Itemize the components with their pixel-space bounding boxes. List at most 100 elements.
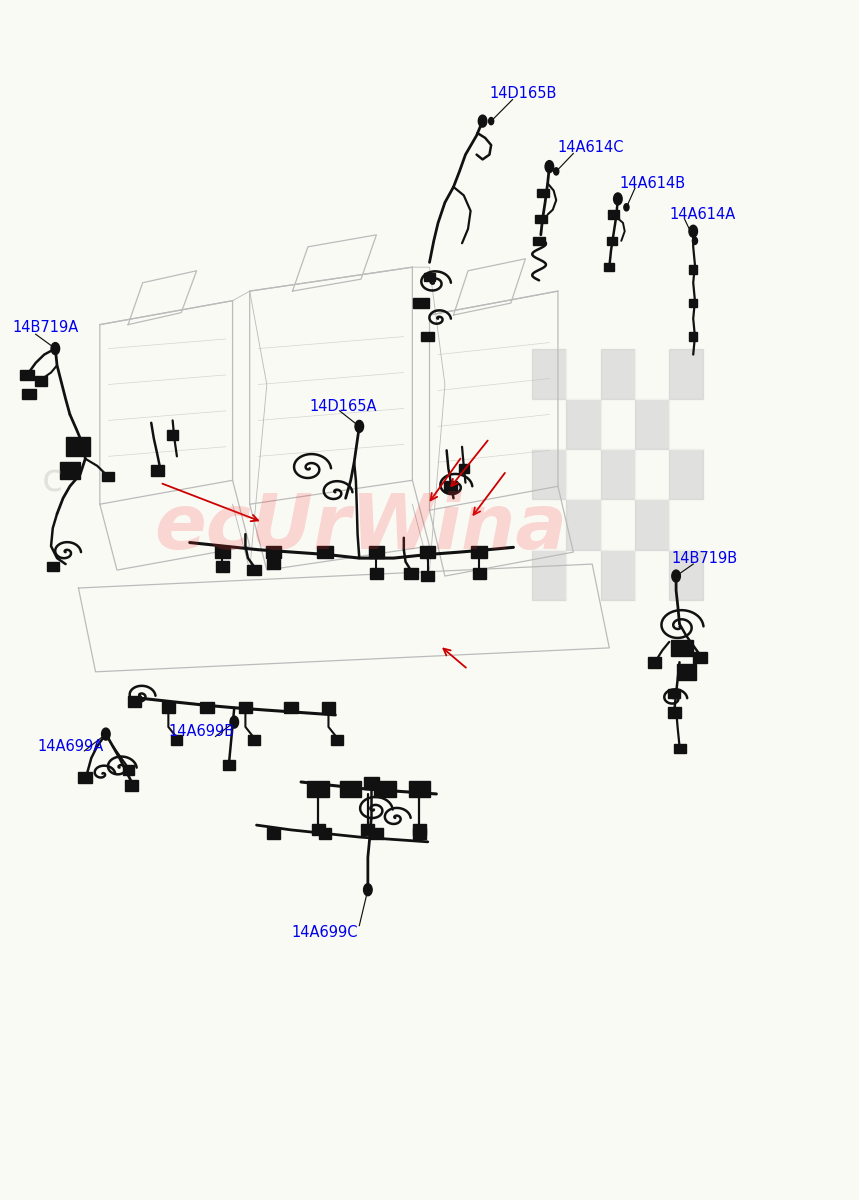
Circle shape — [103, 731, 108, 738]
Circle shape — [624, 204, 629, 211]
Bar — [375, 781, 396, 797]
Bar — [566, 348, 600, 398]
Circle shape — [545, 161, 554, 173]
Bar — [535, 215, 547, 223]
Bar — [600, 550, 635, 600]
Bar — [247, 565, 261, 576]
Bar — [312, 824, 325, 835]
Bar — [606, 236, 617, 245]
Bar — [533, 398, 566, 449]
Circle shape — [52, 344, 58, 352]
Text: 14A614A: 14A614A — [669, 206, 735, 222]
Bar — [161, 702, 175, 713]
Text: 14D165A: 14D165A — [309, 398, 377, 414]
Bar — [319, 828, 332, 839]
Bar — [66, 437, 90, 456]
Bar — [332, 736, 343, 745]
Circle shape — [365, 886, 370, 893]
Text: 14B719A: 14B719A — [13, 319, 79, 335]
Bar — [151, 466, 164, 476]
Bar — [693, 652, 707, 662]
Bar — [123, 766, 134, 775]
Bar — [34, 376, 46, 385]
Bar — [223, 761, 235, 770]
Circle shape — [363, 883, 372, 895]
Bar — [200, 702, 214, 713]
Bar — [404, 569, 417, 580]
Bar — [216, 562, 228, 572]
Bar — [472, 546, 487, 558]
Circle shape — [101, 728, 110, 740]
Bar — [128, 696, 141, 707]
Bar — [284, 702, 297, 713]
Bar — [363, 778, 379, 790]
Bar — [668, 689, 680, 698]
Circle shape — [356, 422, 362, 430]
Bar — [370, 828, 383, 839]
Bar — [533, 348, 566, 398]
Bar — [459, 463, 469, 473]
Bar — [215, 546, 230, 558]
Bar — [239, 702, 253, 713]
Bar — [267, 828, 280, 839]
Bar — [340, 781, 362, 797]
Bar — [444, 481, 457, 492]
Bar — [362, 824, 375, 835]
Bar — [669, 348, 704, 398]
Bar — [689, 332, 698, 341]
Bar — [321, 702, 335, 713]
Bar — [673, 744, 685, 754]
Bar — [266, 546, 282, 558]
Bar — [369, 546, 384, 558]
Bar — [370, 569, 383, 580]
Bar — [566, 550, 600, 600]
Bar — [78, 772, 92, 782]
Circle shape — [692, 238, 698, 245]
Bar — [533, 449, 566, 499]
Bar — [533, 236, 545, 245]
Bar — [635, 398, 669, 449]
Bar — [689, 299, 698, 307]
Bar — [635, 348, 669, 398]
Bar — [635, 499, 669, 550]
Bar — [413, 299, 429, 308]
Bar — [537, 188, 549, 197]
Bar — [669, 449, 704, 499]
Text: ecUrWina: ecUrWina — [155, 491, 568, 565]
Text: 14A614B: 14A614B — [619, 176, 685, 191]
Bar — [533, 499, 566, 550]
Bar — [267, 559, 280, 570]
Bar — [171, 736, 182, 745]
Circle shape — [51, 342, 59, 354]
Bar — [308, 781, 329, 797]
Bar — [409, 781, 430, 797]
Bar — [22, 389, 35, 400]
Circle shape — [613, 193, 622, 205]
Bar — [422, 571, 434, 582]
Bar — [669, 550, 704, 600]
Bar — [677, 664, 696, 679]
Bar — [59, 462, 80, 479]
Bar — [635, 550, 669, 600]
Bar — [317, 546, 332, 558]
Bar — [533, 550, 566, 600]
Text: 14A699A: 14A699A — [37, 738, 104, 754]
Bar — [46, 562, 58, 571]
Text: 14B719B: 14B719B — [671, 551, 737, 565]
Bar — [168, 430, 178, 439]
Bar — [672, 640, 693, 655]
Bar — [566, 499, 600, 550]
Bar — [669, 499, 704, 550]
Circle shape — [232, 719, 237, 726]
Bar — [566, 449, 600, 499]
Bar — [413, 828, 426, 839]
Circle shape — [689, 226, 698, 238]
Bar — [600, 348, 635, 398]
Bar — [604, 263, 614, 271]
Bar — [600, 398, 635, 449]
Bar — [667, 707, 681, 718]
Bar — [566, 398, 600, 449]
Bar — [424, 272, 435, 281]
Circle shape — [672, 570, 680, 582]
Circle shape — [489, 118, 494, 125]
